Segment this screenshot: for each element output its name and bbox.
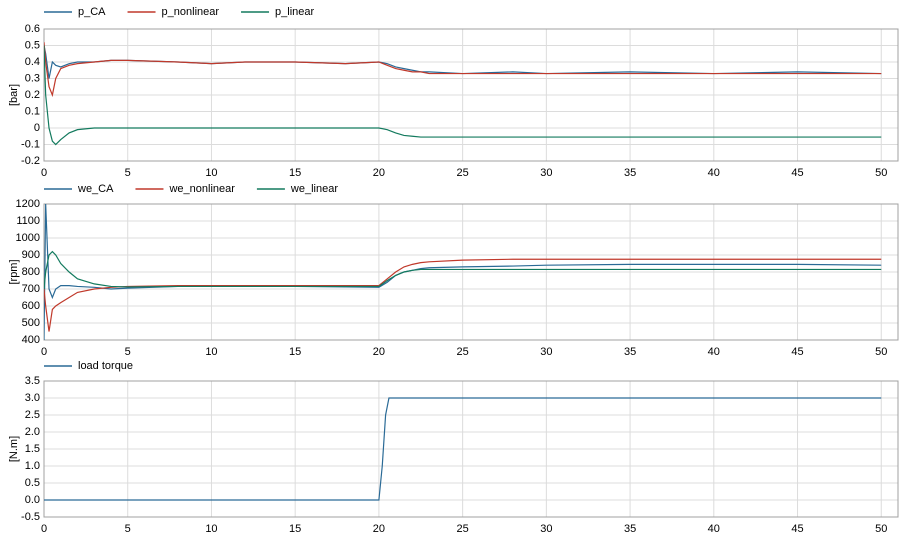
y-tick-label: 0.5 bbox=[25, 39, 40, 51]
x-tick-label: 25 bbox=[457, 167, 469, 179]
plot-frame bbox=[43, 28, 899, 162]
x-tick-label: 30 bbox=[540, 523, 552, 535]
y-tick-label: 900 bbox=[22, 249, 40, 261]
x-tick-label: 50 bbox=[875, 346, 887, 358]
x-tick-label: 40 bbox=[708, 523, 720, 535]
y-tick-label: 0.1 bbox=[25, 105, 40, 117]
y-axis-label: [N.m] bbox=[8, 436, 20, 462]
y-tick-label: 1.0 bbox=[25, 460, 40, 472]
x-tick-label: 45 bbox=[791, 523, 803, 535]
plot-frame bbox=[43, 203, 899, 341]
x-tick-label: 40 bbox=[708, 167, 720, 179]
y-tick-label: 2.5 bbox=[25, 409, 40, 421]
y-tick-label: 3.0 bbox=[25, 392, 40, 404]
x-tick-label: 10 bbox=[205, 523, 217, 535]
y-tick-label: 2.0 bbox=[25, 426, 40, 438]
y-tick-label: 1200 bbox=[16, 198, 40, 210]
x-tick-label: 0 bbox=[41, 167, 47, 179]
y-axis-label: [bar] bbox=[8, 84, 20, 106]
x-tick-label: 35 bbox=[624, 167, 636, 179]
legend-label: we_nonlinear bbox=[168, 183, 235, 195]
legend-label: p_nonlinear bbox=[162, 6, 220, 18]
x-tick-label: 15 bbox=[289, 523, 301, 535]
series-line bbox=[44, 397, 882, 501]
y-tick-label: -0.1 bbox=[21, 138, 40, 150]
x-tick-label: 5 bbox=[125, 523, 131, 535]
legend-label: load torque bbox=[78, 360, 133, 372]
x-tick-label: 10 bbox=[205, 346, 217, 358]
x-tick-label: 50 bbox=[875, 523, 887, 535]
x-tick-label: 0 bbox=[41, 523, 47, 535]
legend-label: we_linear bbox=[290, 183, 338, 195]
y-tick-label: 700 bbox=[22, 283, 40, 295]
y-tick-label: 3.5 bbox=[25, 375, 40, 387]
x-tick-label: 50 bbox=[875, 167, 887, 179]
y-tick-label: 0 bbox=[34, 122, 40, 134]
x-tick-label: 20 bbox=[373, 167, 385, 179]
x-tick-label: 15 bbox=[289, 167, 301, 179]
y-tick-label: 1.5 bbox=[25, 443, 40, 455]
subplot: 3.5 3.0 2.5 2.0 1.5 1.0 0.5 0.0 -0.50 5 10 15 20 25 30… bbox=[8, 360, 899, 535]
y-tick-label: 0.5 bbox=[25, 477, 40, 489]
x-tick-label: 35 bbox=[624, 523, 636, 535]
legend-label: p_CA bbox=[78, 6, 106, 18]
x-tick-label: 25 bbox=[457, 346, 469, 358]
y-axis-label: [rpm] bbox=[8, 259, 20, 284]
y-tick-label: 0.2 bbox=[25, 89, 40, 101]
y-tick-label: 500 bbox=[22, 317, 40, 329]
plot-frame bbox=[43, 380, 899, 518]
legend-label: p_linear bbox=[275, 6, 314, 18]
x-tick-label: 35 bbox=[624, 346, 636, 358]
y-tick-label: 0.6 bbox=[25, 23, 40, 35]
legend-label: we_CA bbox=[77, 183, 114, 195]
y-tick-label: -0.2 bbox=[21, 155, 40, 167]
y-tick-label: 800 bbox=[22, 266, 40, 278]
x-tick-label: 10 bbox=[205, 167, 217, 179]
x-tick-label: 45 bbox=[791, 346, 803, 358]
x-tick-label: 30 bbox=[540, 346, 552, 358]
y-tick-label: 400 bbox=[22, 334, 40, 346]
series-line bbox=[44, 250, 882, 290]
y-tick-label: 1100 bbox=[16, 215, 40, 227]
series-line bbox=[44, 258, 882, 332]
series-line bbox=[44, 45, 882, 146]
x-tick-label: 5 bbox=[125, 167, 131, 179]
x-tick-label: 20 bbox=[373, 523, 385, 535]
series-line bbox=[44, 42, 882, 98]
subplot: 0.60.50.40.30.20.10-0.1-0.20 5 10 15 20 25 30 3… bbox=[8, 6, 899, 179]
y-tick-label: 0.4 bbox=[25, 56, 40, 68]
x-tick-label: 30 bbox=[540, 167, 552, 179]
x-tick-label: 5 bbox=[125, 346, 131, 358]
x-tick-label: 15 bbox=[289, 346, 301, 358]
x-tick-label: 0 bbox=[41, 346, 47, 358]
x-tick-label: 20 bbox=[373, 346, 385, 358]
y-tick-label: 600 bbox=[22, 300, 40, 312]
x-tick-label: 45 bbox=[791, 167, 803, 179]
y-tick-label: -0.5 bbox=[21, 511, 40, 523]
y-tick-label: 0.3 bbox=[25, 72, 40, 84]
y-tick-label: 1000 bbox=[16, 232, 40, 244]
y-tick-label: 0.0 bbox=[25, 494, 40, 506]
x-tick-label: 40 bbox=[708, 346, 720, 358]
x-tick-label: 25 bbox=[457, 523, 469, 535]
